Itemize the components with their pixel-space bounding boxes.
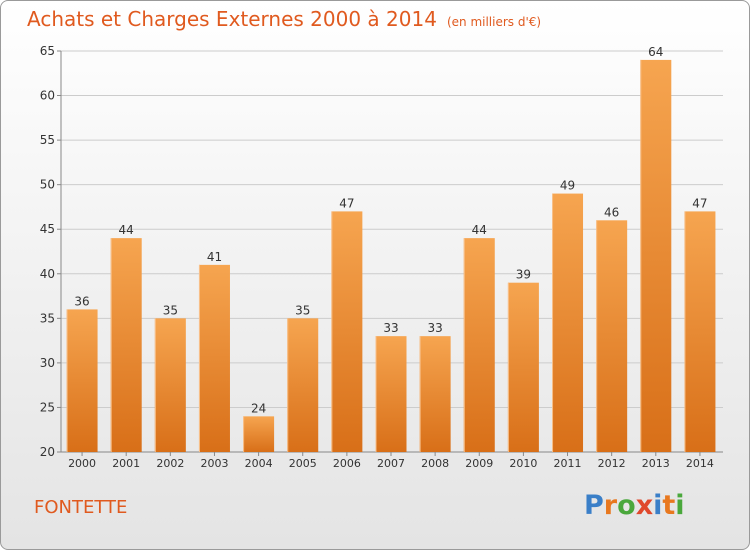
bar-highlight bbox=[419, 336, 421, 452]
commune-name: FONTETTE bbox=[34, 497, 128, 518]
y-tick-label: 30 bbox=[40, 356, 55, 370]
data-label: 47 bbox=[339, 196, 354, 210]
x-tick-label: 2013 bbox=[642, 457, 670, 470]
bar-highlight bbox=[287, 318, 289, 452]
bar-highlight bbox=[640, 59, 642, 453]
bar bbox=[198, 264, 230, 452]
bar bbox=[552, 193, 584, 453]
bar bbox=[419, 336, 451, 452]
bar bbox=[110, 238, 142, 452]
bar-highlight bbox=[66, 309, 68, 452]
data-label: 49 bbox=[560, 179, 575, 193]
bar-highlight bbox=[110, 238, 112, 452]
bar bbox=[66, 309, 98, 452]
y-tick-label: 35 bbox=[40, 311, 55, 325]
bars bbox=[66, 59, 716, 453]
bar-highlight bbox=[463, 238, 465, 452]
data-label: 33 bbox=[427, 321, 442, 335]
y-tick-label: 50 bbox=[40, 178, 55, 192]
bar bbox=[684, 211, 716, 452]
logo-letter: i bbox=[653, 490, 663, 521]
data-label: 39 bbox=[516, 268, 531, 282]
data-label: 44 bbox=[472, 223, 487, 237]
x-tick-label: 2000 bbox=[68, 457, 96, 470]
bar bbox=[596, 220, 628, 452]
bar-highlight bbox=[331, 211, 333, 452]
axes: 20 25 30 35 40 45 50 55 60 65 2000 2001 2002 2003 2004… bbox=[40, 44, 723, 470]
bar bbox=[331, 211, 363, 452]
title-text: Achats et Charges Externes 2000 à 2014 bbox=[27, 7, 437, 31]
bar-highlight bbox=[596, 220, 598, 452]
x-tick-label: 2004 bbox=[245, 457, 273, 470]
data-label: 47 bbox=[692, 196, 707, 210]
logo-letter: o bbox=[617, 490, 636, 521]
proxiti-logo[interactable]: Proxiti bbox=[584, 490, 685, 521]
bar bbox=[507, 282, 539, 452]
data-label: 44 bbox=[119, 223, 134, 237]
bar bbox=[640, 59, 672, 453]
logo-letter: x bbox=[635, 490, 654, 521]
bar-highlight bbox=[375, 336, 377, 452]
logo-letter: t bbox=[662, 490, 676, 521]
x-tick-label: 2005 bbox=[289, 457, 317, 470]
y-tick-label: 20 bbox=[40, 445, 55, 459]
bar bbox=[287, 318, 319, 452]
data-label: 35 bbox=[163, 303, 178, 317]
x-tick-label: 2012 bbox=[598, 457, 626, 470]
x-tick-label: 2011 bbox=[554, 457, 582, 470]
x-tick-label: 2002 bbox=[156, 457, 184, 470]
logo-letter: P bbox=[584, 490, 604, 521]
x-tick-label: 2003 bbox=[200, 457, 228, 470]
data-label: 46 bbox=[604, 205, 619, 219]
chart-title: Achats et Charges Externes 2000 à 2014 (e… bbox=[27, 7, 541, 31]
bar bbox=[375, 336, 407, 452]
bar bbox=[154, 318, 186, 452]
logo-letter: r bbox=[603, 490, 618, 521]
data-label: 36 bbox=[74, 294, 89, 308]
bar-highlight bbox=[552, 193, 554, 453]
y-tick-label: 25 bbox=[40, 400, 55, 414]
y-tick-label: 65 bbox=[40, 44, 55, 58]
data-label: 64 bbox=[648, 45, 663, 59]
x-tick-label: 2007 bbox=[377, 457, 405, 470]
bar bbox=[463, 238, 495, 452]
y-tick-label: 40 bbox=[40, 267, 55, 281]
data-label: 33 bbox=[383, 321, 398, 335]
y-tick-label: 55 bbox=[40, 133, 55, 147]
bar-highlight bbox=[154, 318, 156, 452]
data-label: 41 bbox=[207, 250, 222, 264]
x-tick-label: 2009 bbox=[465, 457, 493, 470]
data-label: 24 bbox=[251, 401, 266, 415]
x-tick-label: 2010 bbox=[509, 457, 537, 470]
y-tick-label: 60 bbox=[40, 89, 55, 103]
x-tick-label: 2014 bbox=[686, 457, 714, 470]
x-tick-label: 2006 bbox=[333, 457, 361, 470]
logo-letter: i bbox=[675, 490, 685, 521]
bar bbox=[243, 416, 275, 452]
x-tick-label: 2001 bbox=[112, 457, 140, 470]
title-unit: (en milliers d'€) bbox=[446, 15, 542, 29]
data-label: 35 bbox=[295, 303, 310, 317]
y-tick-label: 45 bbox=[40, 222, 55, 236]
x-tick-label: 2008 bbox=[421, 457, 449, 470]
bar-highlight bbox=[243, 416, 245, 452]
data-labels: 36 44 35 41 24 35 47 33 33 44 39 49 46 64 47 bbox=[74, 45, 707, 415]
bar-highlight bbox=[198, 264, 200, 452]
bar-highlight bbox=[507, 282, 509, 452]
bar-highlight bbox=[684, 211, 686, 452]
